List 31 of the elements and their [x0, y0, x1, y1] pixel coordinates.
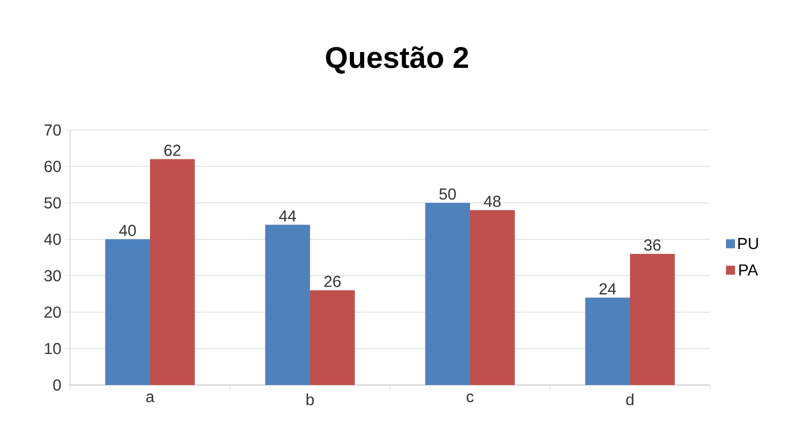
bar [470, 210, 515, 385]
legend-label: PA [739, 264, 758, 276]
bar [585, 298, 630, 385]
data-label: 62 [164, 144, 180, 156]
y-tick-label: 60 [44, 160, 61, 172]
legend-label: PU [738, 238, 758, 250]
y-tick-label: 10 [44, 342, 61, 354]
y-tick-label: 70 [44, 124, 61, 136]
x-tick-label: b [306, 394, 314, 406]
bar [150, 159, 195, 385]
bar [630, 254, 675, 385]
bar [105, 239, 150, 385]
y-tick-label: 50 [44, 197, 61, 208]
x-tick-label: a [146, 394, 154, 402]
x-tick-label: d [626, 394, 634, 406]
data-label: 40 [119, 224, 136, 236]
bar [310, 290, 355, 385]
data-label: 36 [644, 239, 661, 251]
bar [425, 202, 470, 385]
x-tick-label: c [466, 394, 474, 402]
y-tick-label: 30 [44, 270, 61, 282]
data-label: 44 [279, 210, 296, 222]
data-label: 24 [600, 283, 616, 294]
bar [265, 224, 310, 385]
y-tick-label: 40 [44, 234, 61, 245]
data-label: 48 [484, 196, 501, 207]
y-tick-label: 20 [44, 306, 61, 318]
data-label: 50 [439, 188, 456, 200]
chart-title: Questão 2 [326, 46, 468, 74]
y-tick-label: 0 [53, 379, 61, 391]
data-label: 26 [324, 276, 341, 288]
